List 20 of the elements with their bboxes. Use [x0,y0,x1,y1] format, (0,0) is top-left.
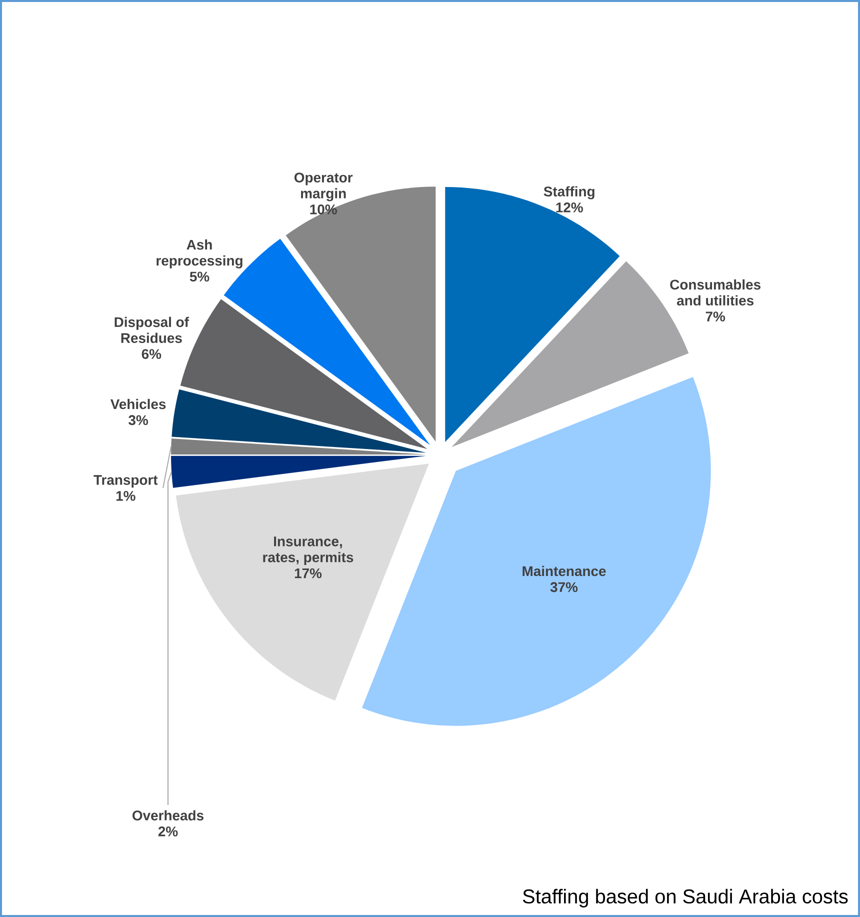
data-label: 3% [128,415,148,426]
slice-label: Ash reprocessing [156,239,242,268]
data-label: 17% [294,568,322,578]
slice-label: Overheads [132,810,204,820]
text: Staffing based on Saudi Arabia costs [522,888,848,908]
data-label: 2% [158,826,178,836]
data-label: 7% [706,312,726,322]
slice-label: Insurance, rates, permits [263,536,354,566]
slice-label: Consumables and utilities [670,279,760,306]
data-label: 5% [190,272,210,282]
data-label: 1% [116,491,136,501]
data-label: 6% [142,349,162,359]
slice-label: Vehicles [110,398,166,410]
slice-label: Disposal of Residues [114,316,190,344]
slice-label: Staffing [544,186,594,200]
slice-label: Transport [94,475,158,488]
data-label: 37% [550,582,578,592]
slice-label: Operator margin [294,172,353,202]
data-label: 12% [556,202,583,212]
slice-label: Maintenance [522,566,606,576]
